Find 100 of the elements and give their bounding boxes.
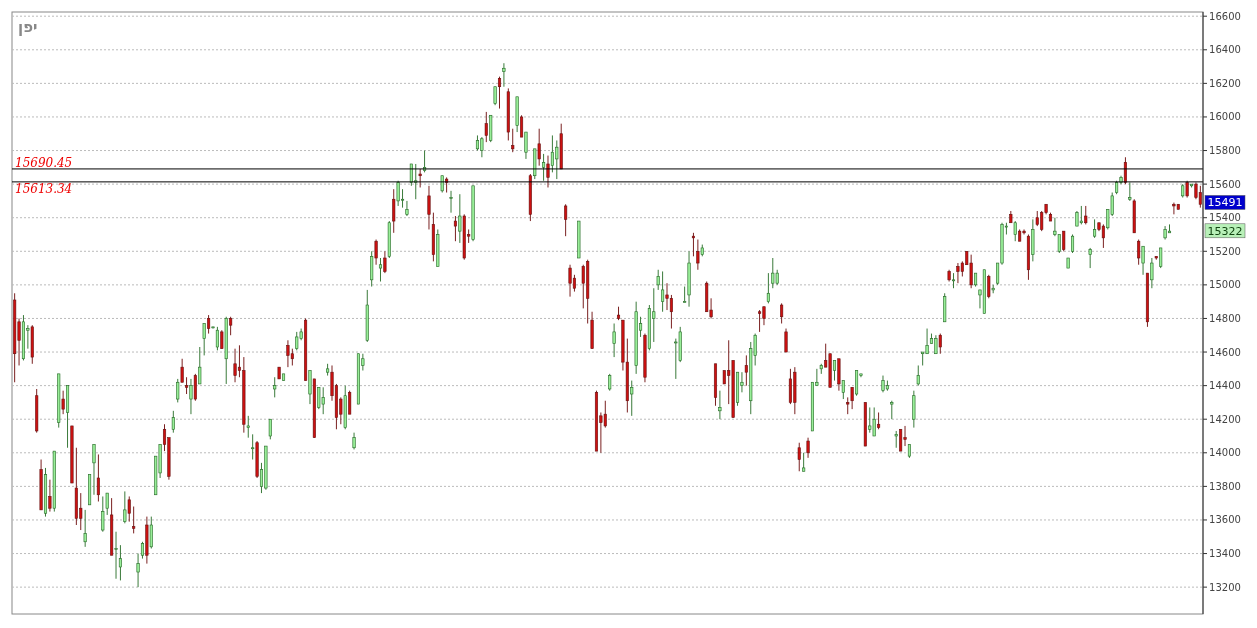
- candlestick: [193, 373, 197, 402]
- candlestick: [458, 193, 462, 244]
- candlestick: [850, 386, 854, 410]
- candlestick: [780, 302, 784, 324]
- y-tick-label: 16200: [1209, 77, 1241, 89]
- candlestick: [934, 334, 938, 355]
- candlestick: [1198, 185, 1202, 209]
- candlestick: [405, 200, 409, 217]
- candlestick: [497, 76, 502, 110]
- candlestick: [229, 316, 233, 336]
- candlestick: [171, 410, 175, 434]
- candlestick: [317, 386, 321, 410]
- candlestick: [890, 400, 894, 420]
- candlestick: [802, 452, 806, 472]
- candlestick: [916, 364, 920, 387]
- candlestick: [661, 270, 665, 313]
- candlestick: [132, 506, 136, 534]
- candlestick: [555, 139, 559, 180]
- candlestick: [1093, 218, 1097, 239]
- candlestick: [233, 348, 237, 383]
- candlestick: [987, 274, 991, 299]
- candlestick: [268, 418, 272, 440]
- candlestick: [48, 479, 52, 513]
- candlestick: [744, 354, 748, 387]
- candlestick: [1088, 247, 1092, 269]
- ref-line-label: 15613.34: [15, 181, 73, 196]
- candlestick: [308, 370, 312, 405]
- candlestick: [348, 390, 352, 415]
- candlestick: [118, 544, 122, 581]
- y-tick-label: 16400: [1209, 44, 1241, 56]
- candlestick: [198, 346, 202, 385]
- candlestick: [784, 328, 788, 353]
- candlestick: [92, 443, 96, 496]
- candlestick: [868, 406, 872, 434]
- candlestick: [273, 376, 277, 398]
- candlestick: [220, 329, 224, 350]
- y-tick-label: 14000: [1209, 447, 1241, 459]
- y-tick-label: 15800: [1209, 145, 1241, 157]
- candlestick: [127, 495, 131, 523]
- candlestick: [537, 128, 541, 167]
- candlestick: [1079, 205, 1083, 225]
- candlestick: [123, 490, 127, 524]
- candlestick: [484, 111, 488, 143]
- candlestick: [1070, 234, 1075, 254]
- candlestick: [630, 380, 634, 417]
- candlestick: [202, 323, 206, 356]
- annotation: 15322: [1207, 224, 1243, 238]
- y-tick-label: 15600: [1209, 178, 1241, 190]
- candlestick: [493, 86, 497, 106]
- candlestick: [502, 62, 506, 88]
- candlestick: [656, 269, 660, 291]
- candlestick: [1137, 239, 1141, 266]
- candlestick: [189, 378, 193, 415]
- candlestick: [96, 453, 100, 502]
- candlestick: [1062, 230, 1066, 252]
- y-tick-label: 13400: [1209, 548, 1241, 560]
- candlestick: [925, 328, 929, 355]
- candlestick: [969, 254, 973, 289]
- candlestick: [180, 358, 184, 383]
- y-tick-label: 16600: [1209, 10, 1241, 22]
- y-tick-label: 15000: [1209, 279, 1241, 291]
- y-tick-label: 13800: [1209, 480, 1241, 492]
- candlestick: [321, 386, 325, 415]
- y-tick-label: 16000: [1209, 111, 1241, 123]
- candlestick: [669, 294, 673, 330]
- candlestick: [114, 531, 118, 580]
- candlestick: [453, 215, 457, 242]
- candlestick: [762, 306, 766, 326]
- candlestick: [855, 370, 859, 397]
- y-tick-label: 15200: [1209, 245, 1241, 257]
- candlestick: [105, 492, 109, 516]
- candlestick: [418, 168, 422, 188]
- y-tick-label: 13600: [1209, 514, 1241, 526]
- candlestick: [215, 326, 219, 351]
- y-tick-label: 13200: [1209, 581, 1241, 593]
- candlestick: [149, 516, 153, 550]
- chart-title: יפן: [18, 18, 38, 36]
- candlestick: [718, 390, 722, 420]
- candlestick: [295, 331, 299, 351]
- candlestick: [691, 232, 695, 257]
- candlestick: [938, 333, 942, 355]
- candlestick: [1159, 247, 1163, 269]
- candlestick: [797, 442, 801, 472]
- candlestick: [383, 250, 387, 274]
- candlestick: [568, 264, 572, 298]
- candlestick: [832, 359, 837, 382]
- candlestick: [1084, 205, 1088, 225]
- candlestick: [612, 323, 616, 358]
- candlestick: [956, 262, 960, 284]
- candlestick: [1101, 223, 1105, 249]
- candlestick: [427, 185, 431, 230]
- candlestick: [542, 153, 546, 182]
- candlestick: [480, 136, 484, 158]
- candlestick: [872, 406, 876, 437]
- candlestick: [396, 180, 400, 207]
- candlestick: [83, 509, 87, 548]
- candlestick: [758, 309, 762, 333]
- y-tick-label: 14400: [1209, 380, 1241, 392]
- candlestick: [1141, 245, 1145, 276]
- candlestick: [136, 553, 140, 588]
